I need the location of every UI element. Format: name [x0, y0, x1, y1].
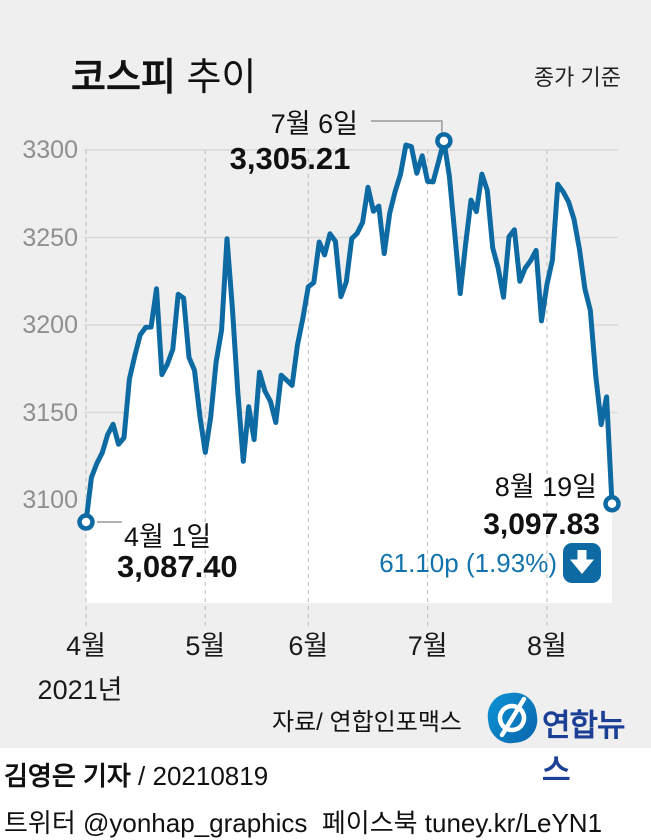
reporter-name: 김영은 기자	[4, 761, 131, 791]
byline: 김영은 기자 / 20210819	[4, 756, 268, 793]
y-tick-label: 3300	[22, 136, 78, 164]
year-label: 2021년	[37, 675, 123, 705]
yonhap-logo-text: 연합뉴스	[542, 708, 626, 788]
x-tick-label: 7월	[407, 631, 448, 661]
start-point-marker	[77, 513, 95, 531]
kospi-line-chart	[77, 120, 621, 628]
peak-date-label: 7월 6일	[270, 109, 358, 139]
start-value-label: 3,087.40	[117, 549, 238, 584]
basis-label: 종가 기준	[533, 65, 621, 90]
y-tick-label: 3100	[22, 486, 78, 514]
callout-connector	[370, 120, 443, 132]
end-point-marker	[603, 495, 621, 513]
start-date-label: 4월 1일	[124, 522, 212, 552]
x-tick-label: 4월	[66, 631, 106, 661]
kospi-line	[83, 138, 615, 525]
byline-date: / 20210819	[130, 761, 269, 791]
title-bold: 코스피	[71, 57, 176, 99]
y-tick-label: 3250	[22, 223, 78, 252]
social-links-line: 트위터 @yonhap_graphics 페이스북 tuney.kr/LeYN1	[4, 808, 603, 838]
x-tick-label: 8월	[526, 631, 567, 661]
peak-point-marker	[435, 132, 453, 150]
source-label: 자료/ 연합인포맥스	[272, 709, 462, 736]
y-tick-label: 3150	[22, 398, 78, 427]
area-fill	[86, 140, 612, 603]
yonhap-logo: 연합뉴스	[486, 690, 646, 788]
yonhap-logo-icon	[487, 692, 538, 744]
y-tick-label: 3200	[22, 311, 78, 339]
title-rest: 추이	[175, 57, 257, 99]
x-tick-label: 5월	[185, 631, 226, 661]
page-title: 코스피 추이	[71, 46, 256, 101]
change-label: 61.10p (1.93%)	[379, 548, 557, 578]
end-value-label: 3,097.83	[483, 508, 600, 541]
x-tick-label: 6월	[288, 631, 329, 661]
peak-value-label: 3,305.21	[229, 141, 351, 176]
end-date-label: 8월 19일	[494, 472, 597, 502]
down-arrow-icon	[563, 543, 601, 583]
